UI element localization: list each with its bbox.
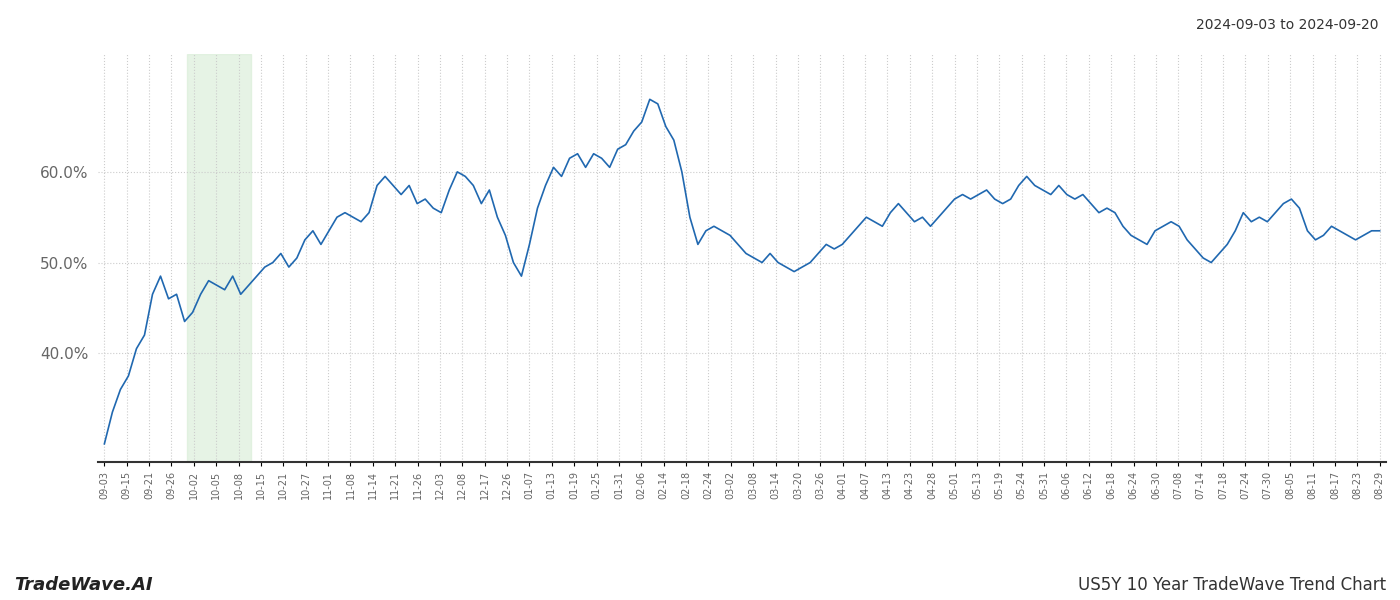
- Bar: [188, 54, 251, 462]
- Text: TradeWave.AI: TradeWave.AI: [14, 576, 153, 594]
- Text: 2024-09-03 to 2024-09-20: 2024-09-03 to 2024-09-20: [1197, 18, 1379, 32]
- Text: US5Y 10 Year TradeWave Trend Chart: US5Y 10 Year TradeWave Trend Chart: [1078, 576, 1386, 594]
